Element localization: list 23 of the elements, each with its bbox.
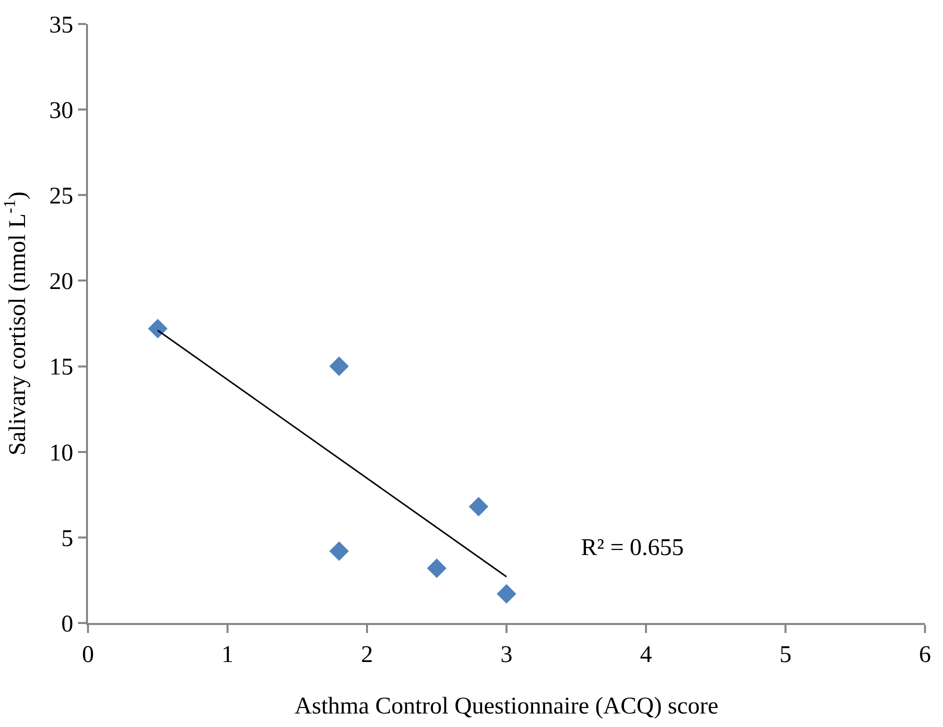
y-tick-label: 5 xyxy=(61,526,74,552)
x-tick-label: 6 xyxy=(919,642,931,668)
x-tick-label: 0 xyxy=(82,642,94,668)
point xyxy=(468,496,488,516)
x-tick-label: 5 xyxy=(780,642,792,668)
x-tick-label: 1 xyxy=(222,642,234,668)
point xyxy=(329,541,349,561)
x-tick-label: 3 xyxy=(500,642,512,668)
y-tick-label: 0 xyxy=(61,611,74,638)
point xyxy=(329,356,349,376)
point xyxy=(148,318,168,338)
y-tick-label: 30 xyxy=(49,98,74,124)
y-tick-label: 10 xyxy=(49,440,74,466)
y-tick-label: 25 xyxy=(49,184,74,210)
point xyxy=(496,584,516,604)
annotation: R² = 0.655 xyxy=(581,535,684,561)
y-tick-label: 15 xyxy=(49,354,74,381)
x-axis-title: Asthma Control Questionnaire (ACQ) score xyxy=(294,694,718,720)
x-tick-label: 4 xyxy=(640,642,652,668)
y-tick-label: 20 xyxy=(49,269,74,296)
point xyxy=(427,558,446,578)
y-tick-label: 35 xyxy=(49,12,74,38)
x-tick-label: 2 xyxy=(361,642,373,668)
